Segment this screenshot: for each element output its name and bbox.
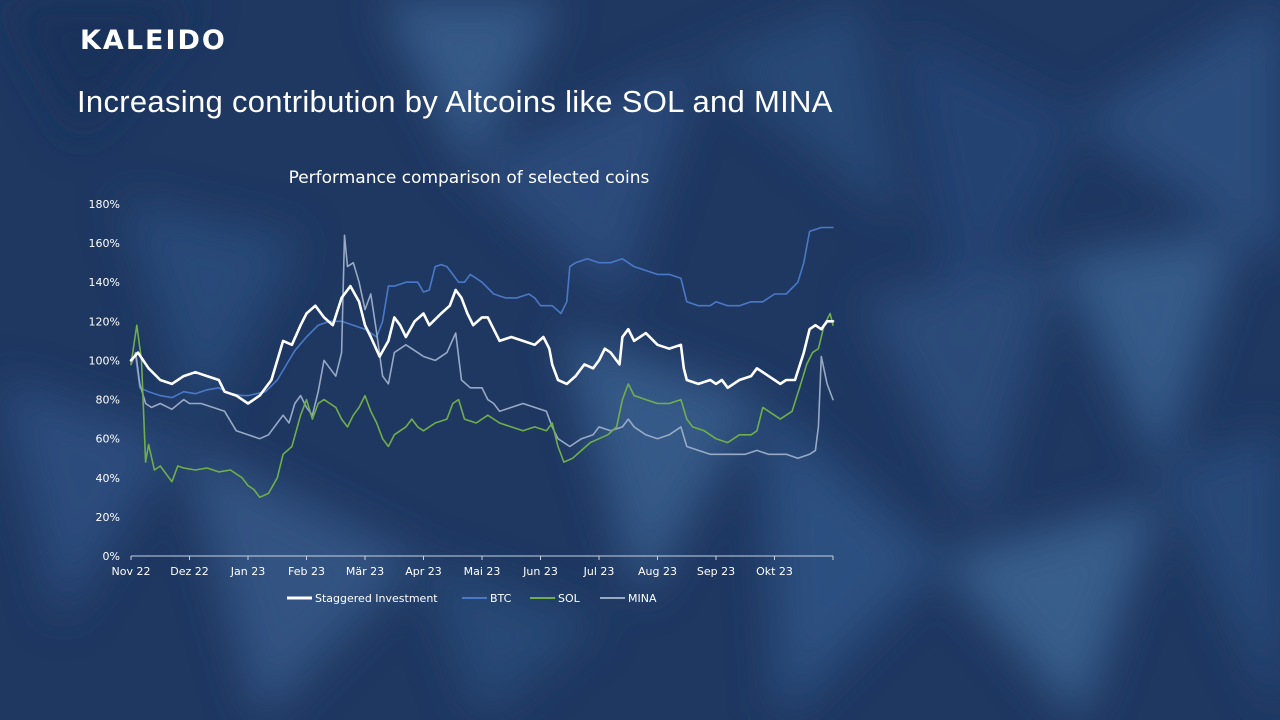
series-line-staggered-investment bbox=[129, 284, 835, 405]
series-line-mina bbox=[130, 234, 834, 459]
legend-label-mina: MINA bbox=[628, 592, 657, 605]
x-tick-label: Okt 23 bbox=[756, 565, 793, 578]
chart-legend: Staggered Investment BTC SOL MINA bbox=[287, 592, 657, 605]
y-tick-label: 40% bbox=[96, 472, 120, 485]
chart-series bbox=[129, 226, 835, 499]
y-tick-label: 100% bbox=[89, 354, 120, 367]
y-tick-label: 140% bbox=[89, 276, 120, 289]
kaleido-logo: KALEIDO bbox=[80, 25, 227, 56]
slide-headline: Increasing contribution by Altcoins like… bbox=[77, 84, 833, 119]
chart-title: Performance comparison of selected coins bbox=[289, 168, 650, 188]
series-line-sol bbox=[130, 312, 834, 499]
x-tick-label: Jan 23 bbox=[230, 565, 265, 578]
x-tick-label: Nov 22 bbox=[112, 565, 151, 578]
x-tick-label: Aug 23 bbox=[638, 565, 677, 578]
y-axis: 0% 20% 40% 60% 80% 100% 120% 140% 160% 180% bbox=[89, 198, 120, 563]
y-tick-label: 120% bbox=[89, 315, 120, 328]
y-tick-label: 180% bbox=[89, 198, 120, 211]
legend-label-staggered-investment: Staggered Investment bbox=[315, 592, 438, 605]
y-tick-label: 80% bbox=[96, 394, 120, 407]
x-tick-label: Jun 23 bbox=[522, 565, 558, 578]
x-tick-label: Dez 22 bbox=[170, 565, 209, 578]
y-tick-label: 60% bbox=[96, 433, 120, 446]
y-tick-label: 160% bbox=[89, 237, 120, 250]
legend-label-sol: SOL bbox=[558, 592, 581, 605]
y-tick-label: 20% bbox=[96, 511, 120, 524]
x-axis: Nov 22 Dez 22 Jan 23 Feb 23 Mär 23 Apr 23 Mai … bbox=[112, 555, 834, 578]
series-line-btc bbox=[130, 226, 834, 399]
x-tick-label: Apr 23 bbox=[405, 565, 442, 578]
x-tick-label: Feb 23 bbox=[288, 565, 325, 578]
x-tick-label: Mai 23 bbox=[464, 565, 501, 578]
legend-label-btc: BTC bbox=[490, 592, 512, 605]
y-tick-label: 0% bbox=[103, 550, 120, 563]
x-tick-label: Jul 23 bbox=[583, 565, 615, 578]
x-tick-label: Sep 23 bbox=[697, 565, 735, 578]
x-tick-label: Mär 23 bbox=[346, 565, 384, 578]
